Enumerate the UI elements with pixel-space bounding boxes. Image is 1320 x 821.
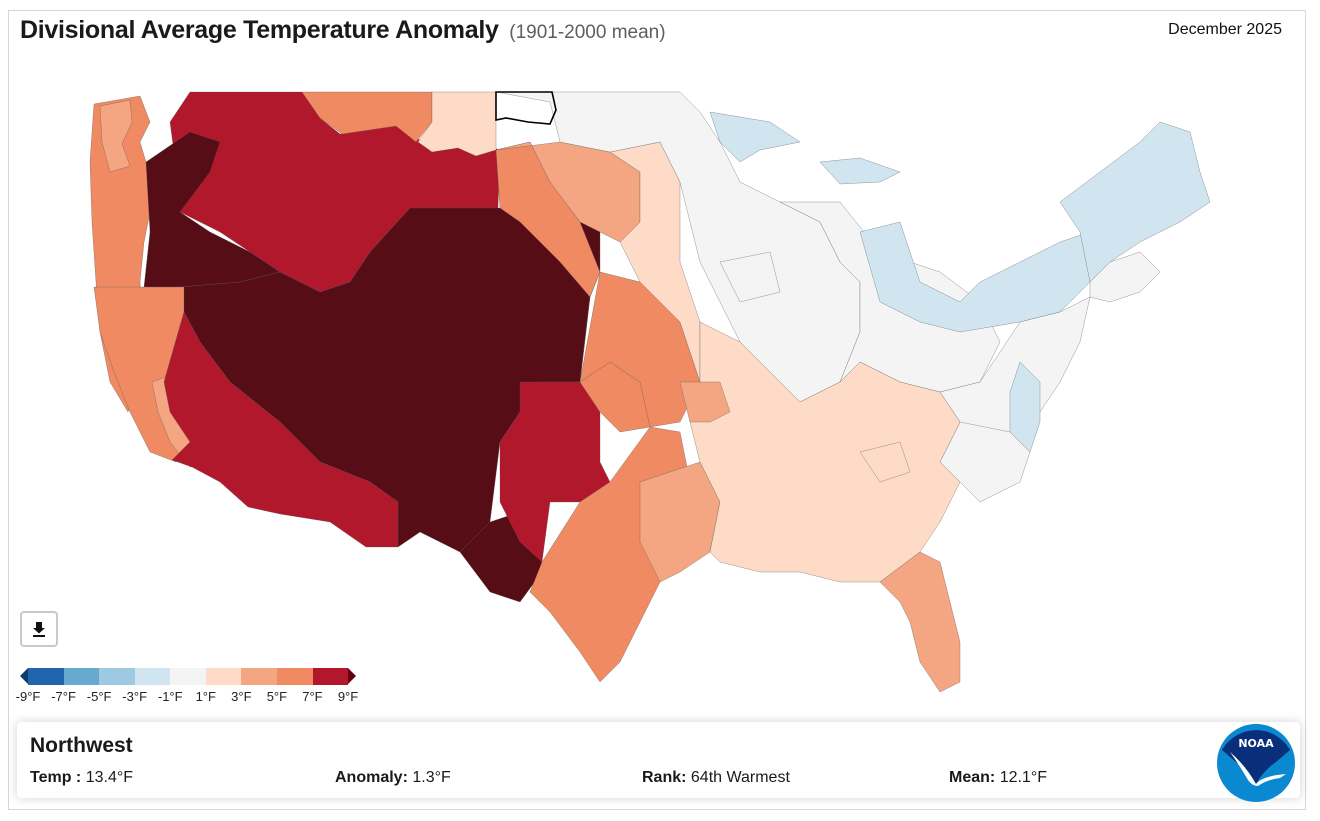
legend-swatch <box>63 668 100 685</box>
noaa-logo: NOAA <box>1217 724 1295 802</box>
map-region[interactable]: Michigan Upper Peninsula <box>819 157 901 185</box>
map-region[interactable]: Minnesota Arrowhead <box>709 111 801 163</box>
legend-color-bar <box>20 668 356 685</box>
temp-label: Temp : <box>30 769 82 786</box>
map-region[interactable]: Ozarks <box>679 381 731 423</box>
rank-value: 64th Warmest <box>690 769 790 786</box>
legend-label: 5°F <box>266 689 288 704</box>
mean-stat: Mean: 12.1°F <box>949 769 1047 787</box>
map-region[interactable]: East Texas <box>639 461 721 583</box>
map-region[interactable]: Florida <box>879 551 961 693</box>
color-legend: -9°F -7°F -5°F -3°F -1°F 1°F 3°F 5°F 7°F 9°F <box>16 668 359 707</box>
legend-swatch <box>276 668 313 685</box>
mean-value: 12.1°F <box>999 769 1047 786</box>
page-title: Divisional Average Temperature Anomaly (… <box>20 16 666 45</box>
temp-stat: Temp : 13.4°F <box>30 769 133 787</box>
legend-swatch <box>241 668 277 685</box>
temp-value: 13.4°F <box>85 769 134 786</box>
map-region[interactable]: Iowa <box>719 251 781 303</box>
region-name: Northwest <box>30 734 133 757</box>
us-divisional-map: Pacific Coast North Washington Puget Sou… <box>80 82 1240 702</box>
map-region[interactable]: Southeast <box>859 441 911 483</box>
anomaly-stat: Anomaly: 1.3°F <box>335 769 451 787</box>
download-button[interactable] <box>20 611 58 647</box>
download-icon <box>33 622 45 637</box>
anomaly-value: 1.3°F <box>412 769 451 786</box>
legend-swatch <box>28 668 64 685</box>
legend-label: 3°F <box>231 689 252 704</box>
legend-label: 1°F <box>195 689 216 704</box>
date-label: December 2025 <box>1168 21 1282 38</box>
map-region[interactable]: Southern California and Arizona <box>163 311 399 548</box>
title-subtitle: (1901-2000 mean) <box>509 22 666 43</box>
legend-swatch <box>99 668 135 685</box>
mean-label: Mean: <box>949 769 996 786</box>
legend-label: -5°F <box>86 689 112 704</box>
map-region[interactable]: Southern New England <box>1089 251 1161 303</box>
noaa-logo-text: NOAA <box>1238 737 1274 750</box>
rank-label: Rank: <box>642 769 687 786</box>
rank-stat: Rank: 64th Warmest <box>642 769 790 787</box>
legend-swatch <box>170 668 206 685</box>
map-region[interactable]: Washington Puget Sound <box>99 99 133 173</box>
legend-label: -9°F <box>15 689 41 704</box>
legend-label: 7°F <box>302 689 323 704</box>
legend-swatch <box>134 668 171 685</box>
legend-label: 9°F <box>337 689 359 704</box>
legend-swatch <box>205 668 242 685</box>
selected-region-outline <box>495 91 557 125</box>
legend-swatch <box>312 668 349 685</box>
map-svg: Pacific Coast North Washington Puget Sou… <box>89 91 1211 693</box>
legend-arrow-min <box>20 668 28 684</box>
legend-label: -7°F <box>51 689 76 704</box>
legend-labels: -9°F -7°F -5°F -3°F -1°F 1°F 3°F 5°F 7°F 9°F <box>16 689 359 707</box>
legend-label: -1°F <box>157 689 183 704</box>
region-info-panel: Northwest Temp : 13.4°F Anomaly: 1.3°F R… <box>17 722 1300 802</box>
title-text: Divisional Average Temperature Anomaly <box>20 16 499 44</box>
map-regions: Pacific Coast North Washington Puget Sou… <box>89 91 1211 693</box>
legend-arrow-max <box>348 668 356 684</box>
anomaly-label: Anomaly: <box>335 769 408 786</box>
map-region[interactable]: Mississippi Valley <box>689 321 961 583</box>
legend-label: -3°F <box>122 689 148 704</box>
